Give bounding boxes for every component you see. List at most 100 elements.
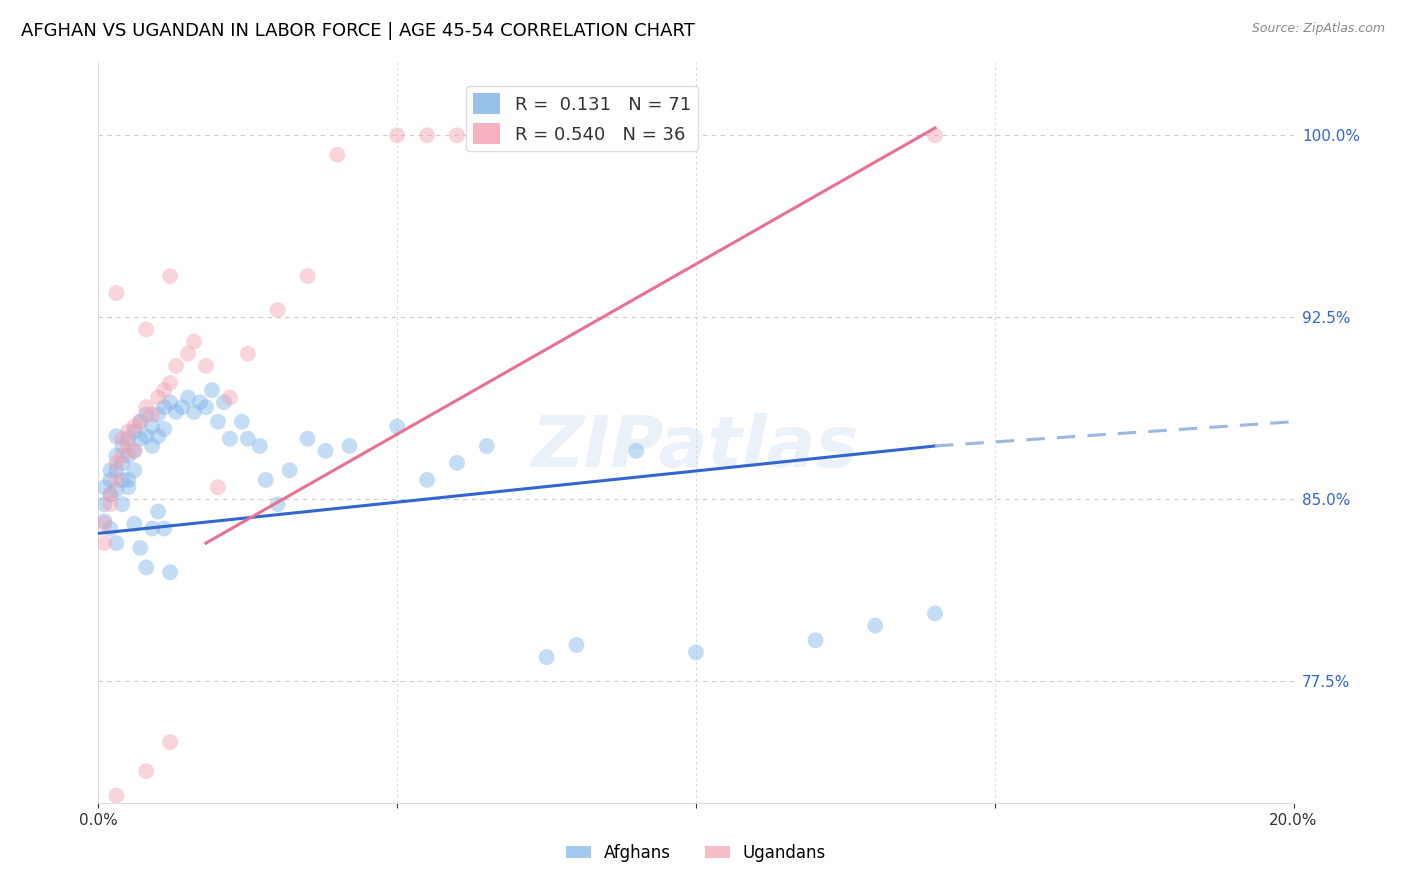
Point: [159, 565, 181, 579]
Point: [124, 419, 146, 434]
Point: [804, 633, 827, 648]
Point: [124, 443, 146, 458]
Text: Source: ZipAtlas.com: Source: ZipAtlas.com: [1251, 22, 1385, 36]
Point: [135, 322, 157, 336]
Point: [124, 443, 146, 458]
Point: [865, 618, 887, 632]
Point: [111, 497, 134, 511]
Point: [183, 405, 205, 419]
Point: [924, 128, 946, 143]
Point: [98, 473, 122, 487]
Point: [159, 395, 181, 409]
Point: [416, 128, 439, 143]
Point: [111, 456, 134, 470]
Point: [212, 395, 235, 409]
Point: [111, 473, 134, 487]
Point: [124, 516, 146, 531]
Point: [98, 487, 122, 501]
Point: [685, 645, 707, 659]
Point: [129, 541, 152, 555]
Point: [254, 473, 277, 487]
Point: [231, 415, 253, 429]
Point: [105, 536, 128, 550]
Point: [135, 400, 157, 414]
Point: [626, 443, 648, 458]
Point: [105, 463, 128, 477]
Point: [278, 463, 301, 477]
Point: [326, 147, 349, 161]
Point: [236, 432, 259, 446]
Point: [141, 419, 163, 434]
Point: [385, 128, 409, 143]
Point: [565, 638, 588, 652]
Point: [98, 463, 122, 477]
Point: [249, 439, 271, 453]
Point: [98, 487, 122, 501]
Point: [135, 408, 157, 422]
Point: [111, 432, 134, 446]
Point: [105, 789, 128, 803]
Point: [141, 521, 163, 535]
Point: [165, 359, 187, 373]
Point: [129, 415, 152, 429]
Point: [105, 286, 128, 301]
Point: [219, 391, 242, 405]
Point: [117, 425, 139, 439]
Point: [105, 473, 128, 487]
Point: [219, 432, 242, 446]
Point: [207, 415, 229, 429]
Point: [267, 303, 290, 318]
Point: [111, 439, 134, 453]
Point: [536, 650, 558, 665]
Point: [141, 408, 163, 422]
Point: [124, 463, 146, 477]
Point: [446, 456, 468, 470]
Point: [135, 429, 157, 443]
Point: [117, 432, 139, 446]
Point: [416, 473, 439, 487]
Point: [195, 400, 218, 414]
Point: [207, 480, 229, 494]
Point: [148, 391, 170, 405]
Point: [236, 347, 259, 361]
Point: [117, 480, 139, 494]
Point: [153, 400, 176, 414]
Point: [105, 429, 128, 443]
Point: [129, 415, 152, 429]
Point: [177, 347, 200, 361]
Point: [148, 408, 170, 422]
Point: [93, 516, 115, 531]
Point: [267, 497, 290, 511]
Point: [148, 429, 170, 443]
Point: [93, 536, 115, 550]
Point: [117, 439, 139, 453]
Point: [339, 439, 361, 453]
Point: [924, 607, 946, 621]
Point: [117, 449, 139, 463]
Point: [159, 735, 181, 749]
Point: [446, 128, 468, 143]
Point: [385, 419, 409, 434]
Point: [129, 432, 152, 446]
Point: [124, 425, 146, 439]
Text: ZIPatlas: ZIPatlas: [533, 413, 859, 482]
Point: [297, 432, 319, 446]
Point: [117, 473, 139, 487]
Point: [297, 268, 319, 283]
Point: [93, 480, 115, 494]
Point: [183, 334, 205, 349]
Point: [172, 400, 194, 414]
Point: [159, 376, 181, 390]
Point: [165, 405, 187, 419]
Point: [475, 439, 498, 453]
Point: [105, 449, 128, 463]
Point: [195, 359, 218, 373]
Point: [105, 483, 128, 497]
Point: [153, 383, 176, 397]
Point: [177, 391, 200, 405]
Point: [153, 422, 176, 436]
Point: [93, 497, 115, 511]
Point: [98, 521, 122, 535]
Point: [93, 514, 115, 528]
Text: AFGHAN VS UGANDAN IN LABOR FORCE | AGE 45-54 CORRELATION CHART: AFGHAN VS UGANDAN IN LABOR FORCE | AGE 4…: [21, 22, 695, 40]
